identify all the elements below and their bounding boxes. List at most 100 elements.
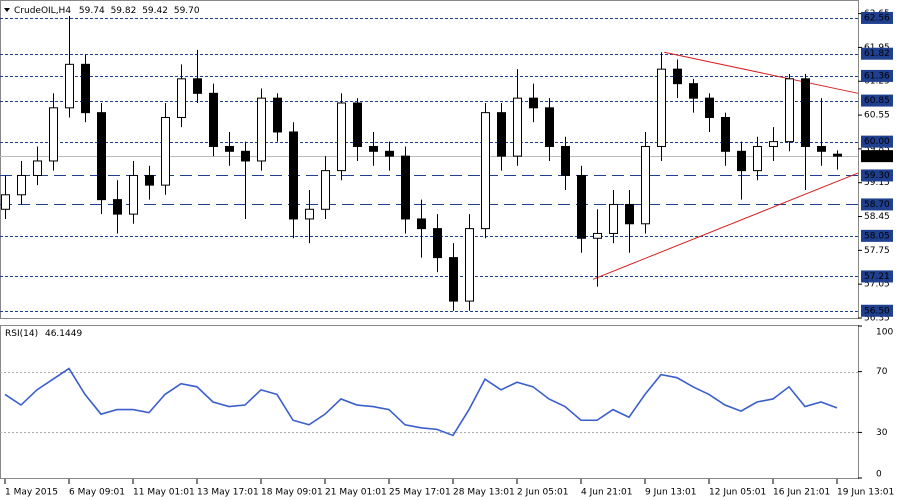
- candle-body: [481, 112, 490, 230]
- candle-body: [449, 257, 458, 302]
- candle-body: [161, 116, 170, 186]
- y-tick-label: 60.55: [864, 111, 890, 121]
- level-label: 58.05: [864, 231, 890, 241]
- candle-body: [1, 194, 10, 210]
- x-tick-label: 12 Jun 05:01: [709, 488, 766, 498]
- ohlc-high: 59.82: [111, 6, 137, 16]
- level-label: 57.21: [864, 272, 890, 282]
- candle-body: [705, 97, 714, 118]
- candle-body: [593, 232, 602, 239]
- candle-body: [577, 174, 586, 239]
- level-label: 60.00: [864, 137, 890, 147]
- candle-body: [545, 107, 554, 147]
- candle-body: [753, 145, 762, 172]
- candle-body: [721, 116, 730, 152]
- x-tick-label: 9 Jun 13:01: [645, 488, 696, 498]
- candle-body: [321, 170, 330, 210]
- y-tick-label: 57.05: [864, 280, 890, 290]
- level-label: 56.50: [864, 306, 890, 316]
- rsi-panel: [0, 325, 859, 479]
- price-panel: [0, 0, 859, 319]
- x-tick-label: 13 May 17:01: [197, 488, 259, 498]
- candle-body: [609, 203, 618, 234]
- candle-body: [337, 102, 346, 172]
- candle-body: [145, 174, 154, 186]
- level-box: [861, 229, 893, 242]
- level-label: 61.82: [864, 49, 890, 59]
- level-label: 62.56: [864, 13, 890, 23]
- x-tick-label: 19 Jun 13:01: [837, 488, 894, 498]
- level-box: [861, 169, 893, 182]
- candle-body: [97, 112, 106, 201]
- candle-body: [241, 150, 250, 162]
- candle-body: [273, 97, 282, 133]
- rsi-value: 46.1449: [45, 329, 82, 339]
- symbol: CrudeOIL,H4: [14, 6, 71, 16]
- y-tick-label: 100: [876, 328, 893, 338]
- level-label: 59.30: [864, 171, 890, 181]
- y-tick-label: 70: [876, 367, 888, 377]
- x-tick-label: 18 May 09:01: [261, 488, 323, 498]
- trend-line: [664, 51, 859, 94]
- candle-body: [305, 208, 314, 220]
- candle-body: [257, 97, 266, 162]
- y-tick-label: 56.35: [864, 314, 890, 324]
- candle-body: [49, 107, 58, 162]
- candle-body: [833, 153, 842, 157]
- candle-body: [177, 78, 186, 118]
- candle-body: [401, 155, 410, 220]
- level-box: [861, 198, 893, 211]
- x-tick-label: 11 May 01:01: [133, 488, 195, 498]
- level-box: [861, 94, 893, 107]
- menu-arrow: [4, 8, 10, 12]
- candle-body: [641, 145, 650, 225]
- candle-body: [353, 102, 362, 147]
- level-box: [861, 135, 893, 148]
- x-tick-label: 25 May 17:01: [389, 488, 451, 498]
- ohlc-close: 59.70: [174, 6, 200, 16]
- candle-body: [289, 131, 298, 220]
- x-tick-label: 16 Jun 21:01: [773, 488, 830, 498]
- candle-body: [785, 78, 794, 143]
- candle-body: [369, 145, 378, 152]
- candle-body: [689, 83, 698, 99]
- candle-body: [385, 150, 394, 157]
- candle-body: [113, 199, 122, 215]
- candle-body: [769, 141, 778, 147]
- candle-body: [529, 97, 538, 109]
- y-tick-label: 30: [876, 428, 888, 438]
- level-box: [861, 304, 893, 317]
- current-price-box: [861, 150, 893, 163]
- candle-body: [561, 145, 570, 176]
- level-box: [861, 11, 893, 24]
- candle-body: [81, 63, 90, 114]
- x-tick-label: 1 May 2015: [5, 488, 58, 498]
- level-label: 61.36: [864, 71, 890, 81]
- level-box: [861, 47, 893, 60]
- x-tick-label: 2 Jun 05:01: [517, 488, 568, 498]
- candle-body: [465, 228, 474, 302]
- y-tick-label: 58.45: [864, 212, 890, 222]
- rsi-header: RSI(14) 46.1449: [5, 329, 82, 339]
- price-header: CrudeOIL,H4 59.74 59.82 59.42 59.70: [14, 6, 200, 16]
- x-tick-label: 21 May 01:01: [325, 488, 387, 498]
- candle-body: [737, 150, 746, 172]
- candle-body: [17, 174, 26, 196]
- rsi-line: [4, 367, 838, 437]
- candle-body: [513, 97, 522, 157]
- level-box: [861, 69, 893, 82]
- ohlc-open: 59.74: [79, 6, 105, 16]
- level-label: 60.85: [864, 96, 890, 106]
- candle-body: [817, 145, 826, 152]
- candle-body: [497, 112, 506, 157]
- ohlc-low: 59.42: [142, 6, 168, 16]
- candle-body: [225, 145, 234, 152]
- rsi-name: RSI(14): [5, 329, 38, 339]
- current-price-label: 59.70: [864, 152, 890, 162]
- y-tick-label: 57.75: [864, 246, 890, 256]
- candle-body: [65, 63, 74, 109]
- level-box: [861, 270, 893, 283]
- x-tick-label: 6 May 09:01: [69, 488, 125, 498]
- y-tick-label: 59.85: [864, 144, 890, 154]
